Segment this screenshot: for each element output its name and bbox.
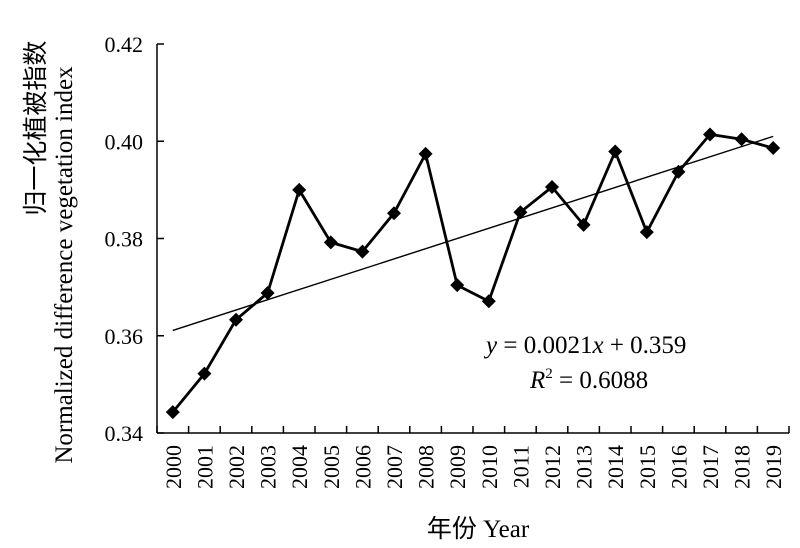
regression-equation: y = 0.0021x + 0.359 [483,332,686,359]
data-point-marker [292,182,307,197]
data-point-marker [355,244,370,259]
eq-var-x: x [591,332,603,359]
data-point-marker [323,235,338,250]
axes [156,44,789,434]
series-group [165,127,781,420]
x-tick-label: 2004 [287,445,312,489]
eq-tail: + 0.359 [604,332,687,359]
y-tick-label: 0.34 [105,421,144,446]
data-point-marker [229,312,243,327]
data-point-marker [418,146,433,161]
data-point-marker [481,294,496,309]
x-tick-label: 2008 [414,445,439,489]
x-tick-label: 2013 [572,445,597,489]
r2-var: R [529,367,545,394]
y-tick-label: 0.38 [105,227,144,252]
r2-sup: 2 [545,366,553,382]
x-tick-label: 2006 [350,445,375,489]
x-tick-label: 2019 [761,445,786,489]
x-tick-label: 2009 [445,445,470,489]
x-tick-label: 2007 [382,445,407,489]
eq-mid: = 0.0021 [497,332,592,359]
x-axis-title: 年份 Year [427,515,530,543]
x-axis-ticks: 2000 2001 2002 2003 2004 2005 2006 2007 2008 2009… [156,426,790,489]
data-point-marker [766,141,781,156]
series-line [171,132,774,413]
x-tick-label: 2017 [698,445,723,489]
r2-tail: = 0.6088 [553,367,648,394]
data-point-marker [734,132,749,147]
x-tick-label: 2016 [666,445,691,489]
x-tick-label: 2012 [540,445,565,489]
r-squared: R2 = 0.6088 [529,366,648,394]
x-tick-label: 2001 [192,445,217,489]
data-point-marker [450,278,465,293]
data-point-marker [639,225,654,240]
data-point-marker [703,127,717,142]
y-tick-label: 0.40 [105,129,144,154]
data-point-marker [545,179,559,194]
data-point-marker [197,366,212,381]
data-point-marker [260,285,275,300]
x-tick-label: 2003 [256,445,281,489]
data-point-marker [671,164,686,179]
y-tick-label: 0.36 [105,324,144,349]
data-point-marker [608,144,623,159]
x-tick-label: 2010 [477,445,502,489]
trendline-group [172,135,774,332]
y-axis-title: 归一化植被指数 Normalized difference vegetation… [22,34,78,463]
eq-var-y: y [483,332,498,359]
data-point-marker [513,205,528,220]
y-axis-ticks: 0.34 0.36 0.38 0.40 0.42 [105,32,164,446]
x-tick-label: 2000 [161,445,186,489]
y-axis-title-cn: 归一化植被指数 [22,41,50,216]
trendline [172,135,774,332]
data-point-marker [387,206,401,221]
x-tick-label: 2005 [319,445,344,489]
x-tick-label: 2015 [635,445,660,489]
x-tick-label: 2018 [730,445,755,489]
x-tick-label: 2011 [508,445,533,488]
data-point-marker [165,405,180,420]
data-point-marker [576,217,591,232]
x-tick-label: 2002 [224,445,249,489]
y-tick-label: 0.42 [105,32,144,57]
x-tick-label: 2014 [603,445,628,489]
y-axis-title-en: Normalized difference vegetation index [51,66,78,464]
